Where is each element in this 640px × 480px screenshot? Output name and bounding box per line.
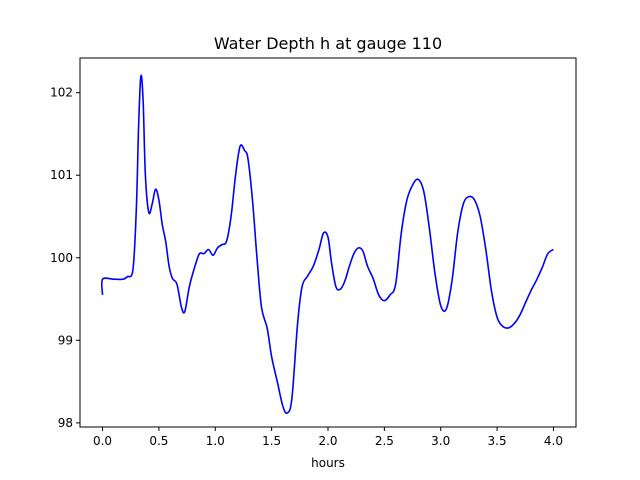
plot-frame	[79, 57, 577, 428]
x-tick-label: 4.0	[544, 434, 563, 448]
x-tick-label: 0.5	[149, 434, 168, 448]
y-axis: 98 99 100 101 102	[50, 86, 80, 430]
y-tick-label: 101	[50, 168, 73, 182]
x-tick-label: 3.5	[488, 434, 507, 448]
x-tick-label: 1.5	[262, 434, 281, 448]
x-tick-label: 3.0	[431, 434, 450, 448]
y-tick-label: 102	[50, 86, 73, 100]
x-tick-label: 0.0	[93, 434, 112, 448]
x-tick-label: 1.0	[206, 434, 225, 448]
x-axis: 0.0 0.5 1.0 1.5 2.0 2.5 3.0 3.5 4.0	[93, 427, 563, 448]
y-tick-label: 98	[58, 416, 73, 430]
y-tick-label: 99	[58, 333, 73, 347]
x-tick-label: 2.0	[318, 434, 337, 448]
x-tick-label: 2.5	[375, 434, 394, 448]
chart-title: Water Depth h at gauge 110	[214, 34, 442, 53]
series-line-water-depth	[100, 74, 554, 415]
y-tick-label: 100	[50, 251, 73, 265]
series-layer	[100, 74, 554, 415]
x-axis-label: hours	[311, 456, 345, 470]
